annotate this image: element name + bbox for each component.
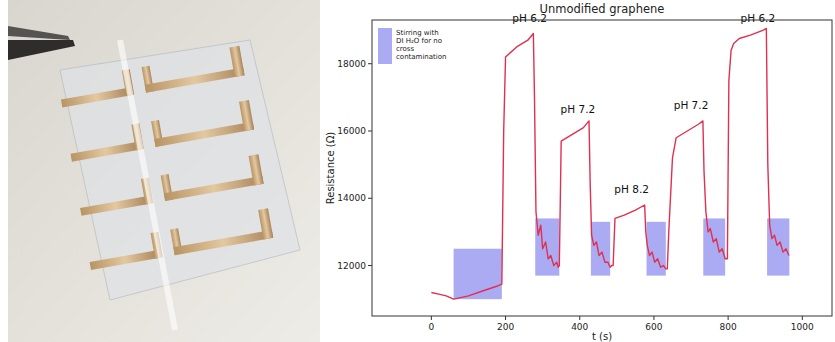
y-tick-label: 18000 [337, 59, 366, 69]
trace [249, 154, 264, 185]
trace [80, 196, 150, 216]
film [60, 40, 300, 300]
legend-line: Stirring with [396, 29, 439, 37]
x-tick [579, 316, 580, 320]
x-tick [505, 316, 506, 320]
trace [173, 230, 273, 255]
tweezers [8, 40, 75, 60]
y-tick [368, 131, 372, 132]
stirring-region [703, 218, 725, 275]
trace [145, 67, 245, 92]
ph-annotation: pH 6.2 [512, 12, 547, 24]
crease [120, 40, 175, 330]
y-tick-label: 14000 [337, 193, 366, 203]
legend: Stirring withDI H₂O for nocrosscontamina… [378, 28, 447, 64]
y-tick [368, 63, 372, 64]
stirring-region [591, 222, 610, 276]
photo [8, 0, 320, 342]
trace [90, 250, 160, 270]
ph-annotation: pH 7.2 [674, 99, 709, 111]
trace [154, 122, 254, 147]
legend-line: contamination [396, 53, 447, 61]
legend-line: cross [396, 45, 415, 53]
y-axis-label: Resistance (Ω) [325, 132, 336, 205]
y-tick-label: 16000 [337, 126, 366, 136]
title: Unmodified graphene [540, 2, 665, 16]
background [0, 0, 835, 342]
stirring-region [454, 249, 502, 299]
y-tick-label: 12000 [337, 261, 366, 271]
x-tick-label: 400 [571, 322, 588, 332]
figure: Unmodified graphene 0 200 400 600 800 1000 1200… [0, 0, 835, 342]
trace [164, 176, 264, 201]
photo-background [8, 0, 320, 342]
ph-annotation: pH 8.2 [614, 183, 649, 195]
x-tick-label: 200 [497, 322, 514, 332]
y-tick [368, 265, 372, 266]
x-tick-label: 0 [428, 322, 434, 332]
x-tick-label: 800 [720, 322, 737, 332]
trace [229, 46, 244, 77]
plot-frame [372, 20, 832, 316]
legend-label: Stirring withDI H₂O for nocrosscontamina… [396, 29, 447, 61]
x-tick [653, 316, 654, 320]
stirring-region [535, 218, 559, 275]
ph-annotation: pH 7.2 [561, 103, 596, 115]
trace [239, 100, 254, 131]
legend-swatch [378, 28, 392, 64]
x-axis-label: t (s) [592, 331, 612, 342]
trace [71, 142, 141, 162]
x-tick [728, 316, 729, 320]
plot-area [431, 28, 789, 299]
legend-line: DI H₂O for no [396, 37, 442, 45]
y-tick [368, 198, 372, 199]
x-tick-label: 600 [645, 322, 662, 332]
stirring-region [647, 222, 666, 276]
electrodes [57, 46, 273, 270]
trace [61, 87, 131, 107]
x-tick-label: 1000 [791, 322, 814, 332]
x-tick [431, 316, 432, 320]
resistance-line [431, 28, 789, 299]
x-tick [802, 316, 803, 320]
ph-annotation: pH 6.2 [741, 12, 776, 24]
trace [258, 208, 273, 239]
tweezers [8, 26, 70, 40]
